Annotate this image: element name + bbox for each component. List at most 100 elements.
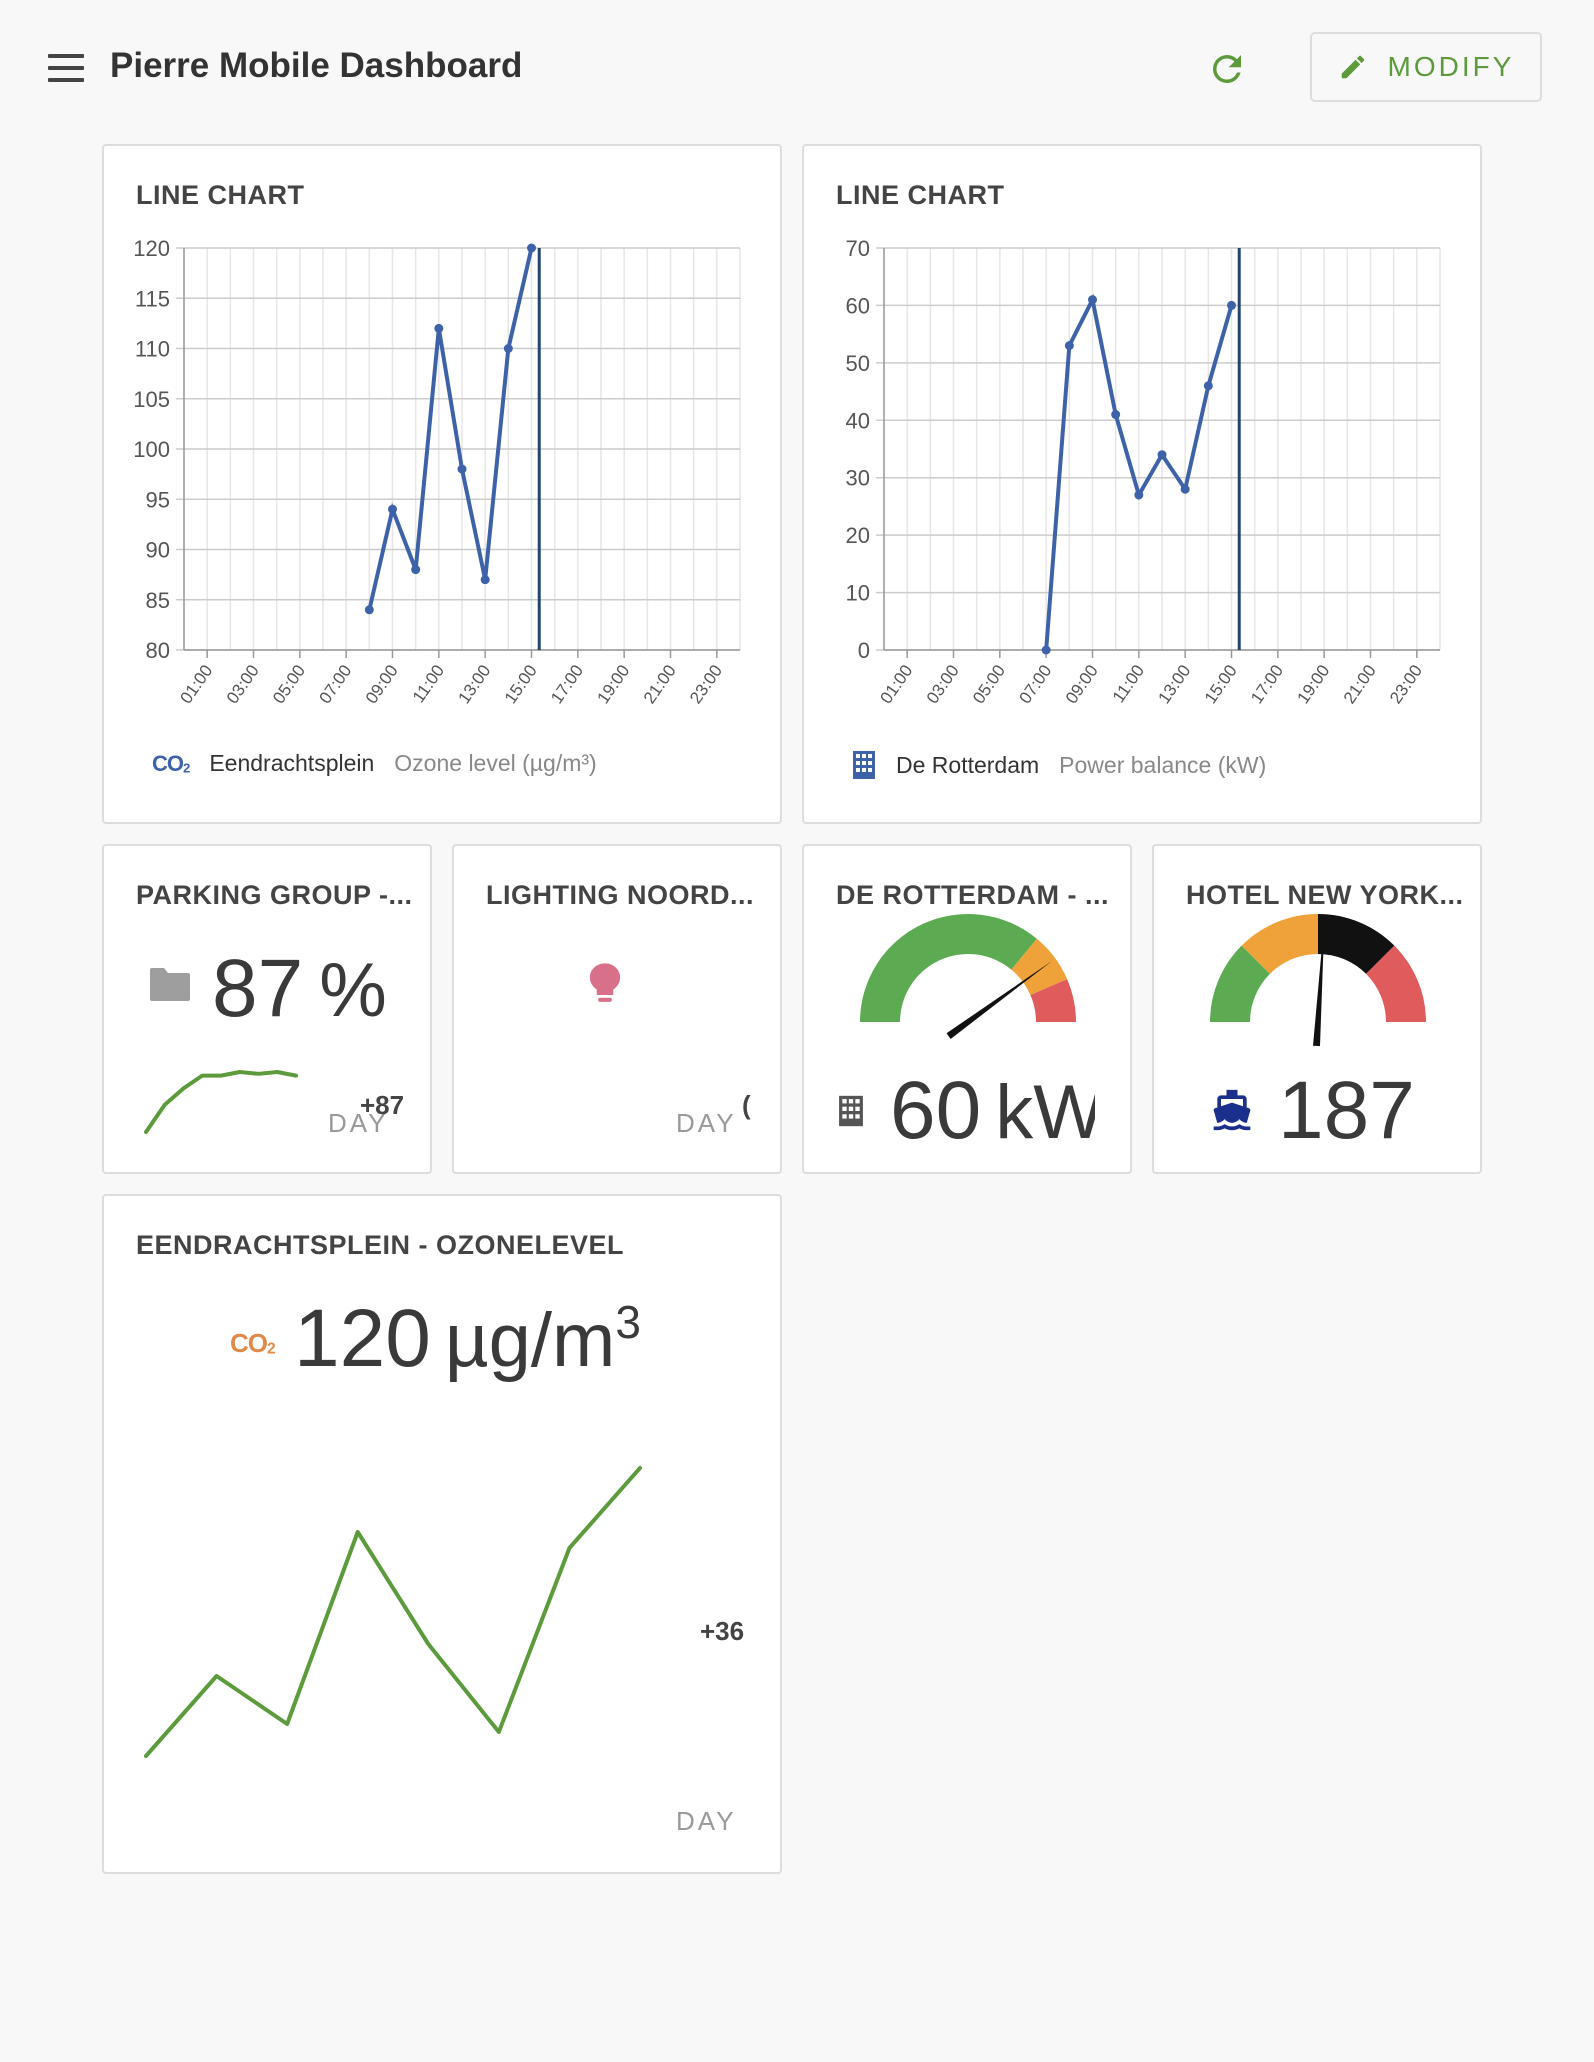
x-tick-label: 21:00 [1340,661,1380,707]
value-unit: µg/m3 [444,1296,641,1383]
page-title: Pierre Mobile Dashboard [110,46,523,85]
data-point [434,323,444,333]
sparkline-path [144,1466,642,1758]
data-point [457,464,467,474]
chart-legend: De Rotterdam Power balance (kW) [852,750,1266,780]
y-tick-label: 10 [846,581,870,606]
y-tick-label: 80 [146,638,170,663]
parking-group-card[interactable]: PARKING GROUP -... 87 % DAY +87 [102,844,432,1174]
eendrachtsplein-ozone-card[interactable]: EENDRACHTSPLEIN - OZONELEVEL CO2 120 µg/… [102,1194,782,1874]
x-tick-label: 03:00 [223,661,263,707]
period-label: DAY [328,1108,389,1138]
y-tick-label: 50 [846,351,870,376]
y-tick-label: 105 [133,387,170,412]
parking-value: 87 % [212,942,387,1036]
ozone-value: 120 µg/m3 [294,1292,641,1386]
modify-button[interactable]: MODIFY [1310,32,1542,102]
x-tick-label: 17:00 [1247,661,1287,707]
gauge-band [1318,914,1395,974]
x-tick-label: 01:00 [176,661,216,707]
modify-label: MODIFY [1387,51,1515,82]
data-point [1134,490,1144,500]
hotel-new-york-gauge-card[interactable]: HOTEL NEW YORK... 187 [1152,844,1482,1174]
delta-label: +87 [360,1090,404,1120]
x-tick-label: 13:00 [1154,661,1194,707]
data-point [1064,341,1074,351]
lightbulb-icon [589,963,621,1002]
gauge-band [1210,945,1270,1022]
data-point [364,605,374,615]
gauge-band [860,914,1037,1022]
data-point [1041,645,1051,655]
parking-sparkline [144,1070,298,1134]
series-line [367,247,534,611]
x-tick-label: 03:00 [923,661,963,707]
data-point [1227,300,1236,310]
x-tick-label: 21:00 [640,661,680,707]
data-point [1088,295,1097,305]
pencil-icon [1341,55,1364,79]
period-label: DAY [676,1806,737,1836]
building-icon [853,751,875,779]
co2-icon: CO2 [230,1328,276,1358]
x-tick-label: 07:00 [1015,661,1055,707]
period-label: DAY [676,1108,737,1138]
building-icon [839,1095,863,1127]
gauge-needle [946,960,1053,1039]
ozone-sparkline [144,1466,642,1758]
data-point [1180,484,1190,494]
gauge-needle [1313,918,1325,1047]
y-tick-label: 95 [146,487,170,512]
line-chart-card-power[interactable]: LINE CHART 0 10 20 30 40 50 60 70 01:00 03:00 05:0… [802,144,1482,824]
x-tick-label: 23:00 [686,661,726,707]
chart-legend: CO2 Eendrachtsplein Ozone level (µg/m³) [152,750,597,777]
legend-metric: Ozone level (µg/m³) [394,750,597,776]
card-title: LIGHTING NOORD... [486,880,754,910]
x-tick-label: 15:00 [501,661,541,707]
line-chart-card-ozone[interactable]: LINE CHART 80 85 90 95 100 105 110 115 120 01:00 0… [102,144,782,824]
value-number: 87 [212,943,304,1034]
y-tick-label: 90 [146,538,170,563]
power-line-chart: 0 10 20 30 40 50 60 70 01:00 03:00 05:00 07:00 09:00… [846,236,1441,707]
hotel-value: 187 [1278,1064,1415,1158]
data-point [1111,410,1121,420]
sparkline-path [144,1070,298,1134]
y-tick-label: 120 [133,236,170,261]
hamburger-menu-icon[interactable] [46,54,86,82]
value-number: 60 [890,1065,982,1156]
y-tick-label: 100 [133,437,170,462]
legend-location: Eendrachtsplein [209,750,375,776]
x-tick-label: 19:00 [593,661,633,707]
x-tick-label: 09:00 [362,661,402,707]
power-value: 60 kW [890,1064,1095,1158]
y-tick-label: 85 [146,588,170,613]
lighting-noord-card[interactable]: LIGHTING NOORD... DAY ( [452,844,782,1174]
ship-icon [1213,1089,1251,1131]
co2-icon: CO2 [152,750,190,776]
y-tick-label: 110 [135,337,170,362]
x-tick-label: 09:00 [1062,661,1102,707]
x-tick-label: 15:00 [1201,661,1241,707]
gauge-band [1030,979,1076,1022]
power-gauge [860,914,1076,1039]
data-point [503,344,513,353]
y-tick-label: 70 [846,236,870,261]
gauge-band [1241,914,1318,974]
x-tick-label: 01:00 [876,661,916,707]
hotel-gauge [1210,914,1426,1047]
data-point [1157,450,1167,460]
x-tick-label: 11:00 [409,661,448,706]
value-number: 187 [1278,1065,1415,1156]
refresh-icon[interactable] [1206,48,1248,90]
y-tick-label: 115 [135,286,170,311]
x-tick-label: 17:00 [547,661,587,707]
app-header: Pierre Mobile Dashboard MODIFY [0,0,1594,136]
delta-label: ( [742,1090,751,1120]
y-tick-label: 20 [846,523,870,548]
y-tick-label: 30 [846,466,870,491]
de-rotterdam-gauge-card[interactable]: DE ROTTERDAM - ... 60 kW [802,844,1132,1174]
value-unit: % [319,948,387,1033]
x-tick-label: 07:00 [315,661,355,707]
value-unit: kW [995,1070,1096,1155]
x-tick-label: 19:00 [1293,661,1333,707]
